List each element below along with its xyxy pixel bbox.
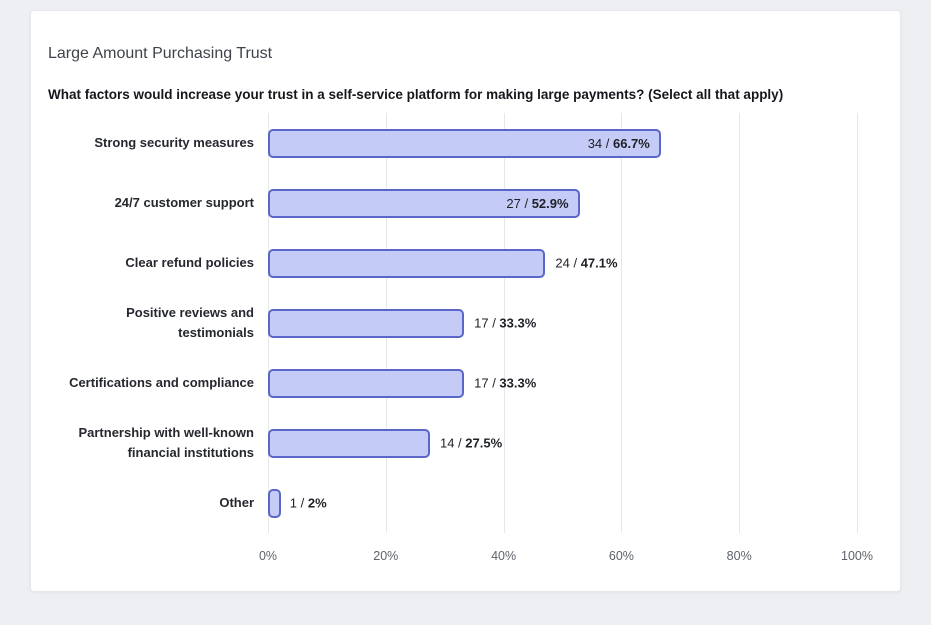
chart-card: Large Amount Purchasing Trust What facto… (30, 10, 901, 592)
bar (268, 488, 281, 518)
category-label: Positive reviews and testimonials (126, 304, 254, 340)
bar: 27 / 52.9% (268, 188, 580, 218)
chart-row: Clear refund policies 24 / 47.1% (48, 233, 882, 293)
chart-row: Certifications and compliance 17 / 33.3% (48, 353, 882, 413)
category-label: Other (219, 494, 254, 510)
category-label: Partnership with well-known financial in… (78, 424, 254, 460)
bar-track: 27 / 52.9% (268, 188, 857, 218)
bar (268, 368, 465, 398)
value-percent: 33.3% (499, 375, 537, 391)
value-percent: 27.5% (465, 435, 503, 451)
bar-track: 17 / 33.3% (268, 308, 857, 338)
bar: 34 / 66.7% (268, 128, 661, 158)
gridline (739, 113, 741, 533)
bar-track: 17 / 33.3% (268, 368, 857, 398)
category-label: Clear refund policies (125, 254, 254, 270)
value-label: 24 / 47.1% (555, 256, 617, 271)
x-tick-label: 60% (608, 549, 634, 563)
bar-track: 34 / 66.7% (268, 128, 857, 158)
category-label: Strong security measures (94, 134, 254, 150)
bar (268, 308, 465, 338)
bar-track: 1 / 2% (268, 488, 857, 518)
value-percent: 66.7% (612, 135, 650, 151)
x-tick-label: 100% (841, 549, 873, 563)
x-tick-label: 80% (726, 549, 752, 563)
bar-track: 24 / 47.1% (268, 248, 857, 278)
value-count: 17 / (474, 315, 500, 331)
value-count: 1 / (289, 495, 308, 511)
card-title: Large Amount Purchasing Trust (48, 45, 273, 62)
x-tick-label: 40% (491, 549, 517, 563)
chart-question: What factors would increase your trust i… (48, 87, 784, 102)
category-label: Certifications and compliance (69, 374, 254, 390)
value-label: 27 / 52.9% (506, 196, 568, 211)
x-axis: 0% 20% 40% 60% 80% 100% (259, 541, 873, 577)
value-percent: 47.1% (580, 255, 618, 271)
value-percent: 33.3% (499, 315, 537, 331)
chart-row: Positive reviews and testimonials 17 / 33… (48, 293, 882, 353)
bar (268, 248, 546, 278)
value-count: 17 / (474, 375, 500, 391)
category-label: 24/7 customer support (114, 194, 254, 210)
chart-row: Other 1 / 2% (48, 473, 882, 533)
value-label: 34 / 66.7% (588, 136, 650, 151)
value-count: 14 / (439, 435, 466, 451)
value-label: 14 / 27.5% (440, 436, 502, 451)
value-count: 24 / (555, 255, 581, 271)
gridline (857, 113, 858, 533)
x-tick-label: 0% (258, 549, 278, 563)
value-count: 34 / (587, 135, 613, 151)
chart-row: Partnership with well-known financial in… (48, 413, 882, 473)
value-label: 1 / 2% (290, 496, 327, 511)
chart-row: Strong security measures 34 / 66.7% (48, 113, 882, 173)
chart-rows: Strong security measures 34 / 66.7% 24/7 c… (48, 113, 882, 533)
value-count: 27 / (506, 195, 532, 211)
bar-chart: Strong security measures 34 / 66.7% 24/7 c… (48, 113, 882, 577)
gridline (503, 113, 505, 533)
bar-track: 14 / 27.5% (268, 428, 857, 458)
bar (268, 428, 430, 458)
value-label: 17 / 33.3% (474, 376, 536, 391)
value-percent: 52.9% (531, 195, 569, 211)
value-label: 17 / 33.3% (474, 316, 536, 331)
chart-row: 24/7 customer support 27 / 52.9% (48, 173, 882, 233)
value-percent: 2% (307, 495, 327, 511)
gridline (621, 113, 623, 533)
x-tick-label: 20% (373, 549, 399, 563)
